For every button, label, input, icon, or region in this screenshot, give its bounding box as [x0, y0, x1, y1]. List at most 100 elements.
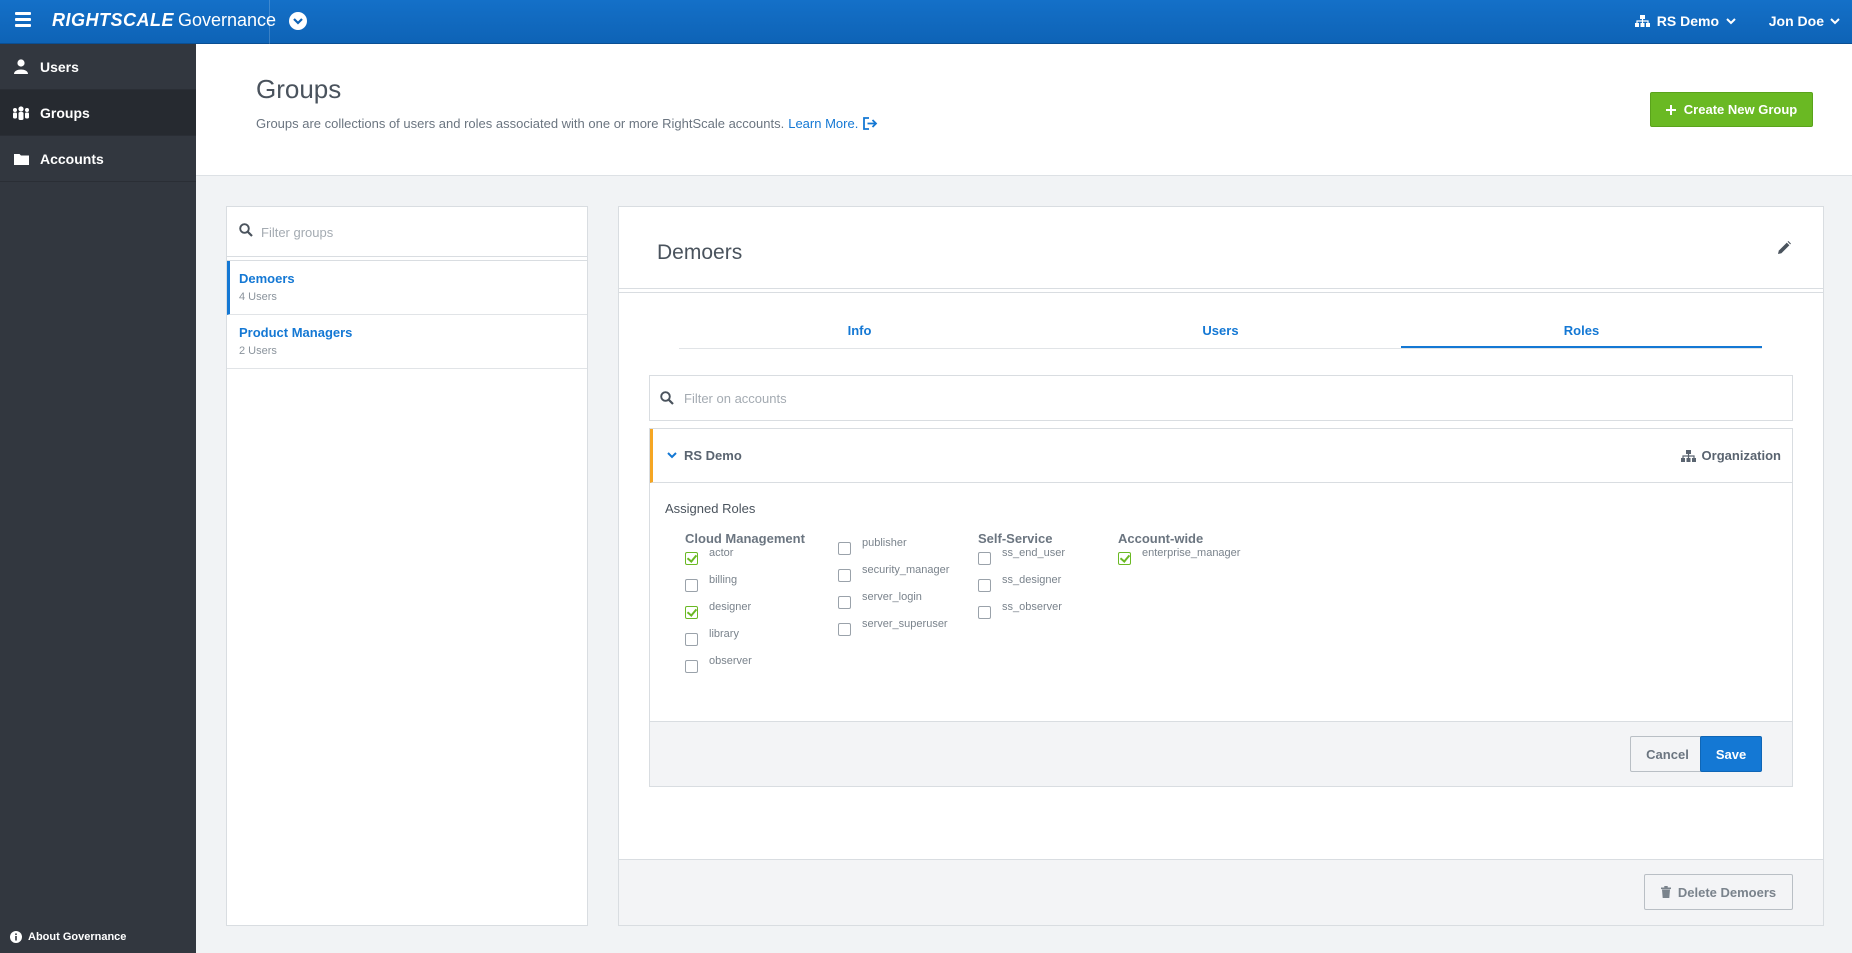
checkbox[interactable] — [838, 569, 851, 582]
checkbox[interactable] — [685, 633, 698, 646]
learn-more-link[interactable]: Learn More. — [788, 116, 859, 131]
tab-users[interactable]: Users — [1202, 323, 1239, 338]
org-name: RS Demo — [1656, 13, 1719, 29]
role-ss-end-user[interactable]: ss_end_user — [978, 547, 1065, 574]
role-label: publisher — [862, 537, 907, 549]
role-publisher[interactable]: publisher — [838, 537, 949, 564]
sidebar-item-label: Users — [40, 58, 79, 75]
role-security-manager[interactable]: security_manager — [838, 564, 949, 591]
chevron-down-icon — [1830, 17, 1840, 24]
list-divider — [227, 257, 587, 261]
role-actor[interactable]: actor — [685, 547, 805, 574]
group-name: Demoers — [239, 271, 295, 286]
description-text: Groups are collections of users and role… — [256, 116, 785, 131]
user-menu[interactable]: Jon Doe — [1769, 13, 1840, 29]
role-column-title: Account-wide — [1118, 531, 1204, 546]
info-icon — [10, 931, 22, 943]
role-ss-designer[interactable]: ss_designer — [978, 574, 1065, 601]
role-server-login[interactable]: server_login — [838, 591, 949, 618]
checkbox[interactable] — [685, 579, 698, 592]
save-button[interactable]: Save — [1700, 736, 1762, 772]
create-label: Create New Group — [1683, 102, 1798, 117]
role-column-cloud-management: Cloud Management actor billing designer … — [685, 531, 805, 682]
topbar-divider — [269, 0, 270, 44]
checkbox[interactable] — [978, 552, 991, 565]
role-label: enterprise_manager — [1142, 547, 1241, 559]
role-label: security_manager — [862, 564, 950, 576]
search-icon — [660, 391, 674, 405]
role-ss-observer[interactable]: ss_observer — [978, 601, 1065, 628]
checkbox-checked[interactable] — [1118, 552, 1131, 565]
role-label: library — [709, 628, 739, 640]
role-label: actor — [709, 547, 734, 559]
checkbox-checked[interactable] — [685, 552, 698, 565]
sidebar: Users Groups Accounts About Governance — [0, 44, 196, 953]
chevron-down-icon — [1726, 17, 1736, 24]
brand[interactable]: RIGHTSCALE Governance — [52, 10, 276, 31]
role-column-self-service: Self-Service ss_end_user ss_designer ss_… — [978, 531, 1065, 628]
group-item-demoers[interactable]: Demoers 4 Users — [227, 261, 587, 315]
group-user-count: 4 Users — [239, 291, 277, 303]
group-item-product-managers[interactable]: Product Managers 2 Users — [227, 315, 587, 369]
groups-icon — [12, 104, 30, 122]
sidebar-item-users[interactable]: Users — [0, 44, 196, 90]
folder-icon — [12, 150, 30, 168]
checkbox[interactable] — [838, 596, 851, 609]
pencil-edit-icon[interactable] — [1777, 241, 1791, 255]
account-roles-block: RS Demo Organization Assigned Roles Clou… — [649, 428, 1793, 787]
page-header: Groups Groups are collections of users a… — [196, 44, 1852, 176]
groups-filter — [227, 207, 587, 257]
account-row[interactable]: RS Demo Organization — [650, 429, 1792, 483]
roles-actions-bar: Cancel Save — [650, 721, 1792, 786]
org-menu[interactable]: RS Demo — [1634, 13, 1736, 29]
org-chart-icon — [1680, 449, 1696, 462]
checkbox[interactable] — [978, 606, 991, 619]
accounts-filter — [649, 375, 1793, 421]
role-label: designer — [709, 601, 752, 613]
role-column-title: Self-Service — [978, 531, 1053, 546]
role-column-cloud-management-cont: publisher security_manager server_login … — [838, 537, 949, 645]
role-billing[interactable]: billing — [685, 574, 805, 601]
header-divider — [619, 289, 1823, 293]
plus-icon — [1665, 104, 1676, 115]
filter-groups-input[interactable] — [261, 219, 561, 245]
tab-roles[interactable]: Roles — [1401, 303, 1762, 348]
role-column-account-wide: Account-wide enterprise_manager — [1118, 531, 1240, 574]
checkbox[interactable] — [685, 660, 698, 673]
checkbox-checked[interactable] — [685, 606, 698, 619]
sidebar-item-label: Accounts — [40, 150, 104, 167]
role-observer[interactable]: observer — [685, 655, 805, 682]
trash-icon — [1660, 886, 1671, 898]
about-governance-link[interactable]: About Governance — [10, 931, 126, 943]
create-new-group-button[interactable]: Create New Group — [1650, 92, 1813, 127]
app-switcher-chevron-icon[interactable] — [289, 12, 307, 30]
cancel-button[interactable]: Cancel — [1630, 736, 1705, 772]
delete-group-button[interactable]: Delete Demoers — [1644, 874, 1793, 910]
role-enterprise-manager[interactable]: enterprise_manager — [1118, 547, 1240, 574]
org-chart-icon — [1634, 15, 1650, 27]
role-server-superuser[interactable]: server_superuser — [838, 618, 949, 645]
role-label: server_login — [862, 591, 922, 603]
role-column-title: Cloud Management — [685, 531, 805, 546]
group-name: Product Managers — [239, 325, 353, 340]
sidebar-item-accounts[interactable]: Accounts — [0, 136, 196, 182]
checkbox[interactable] — [978, 579, 991, 592]
group-user-count: 2 Users — [239, 345, 277, 357]
detail-tabs: Info Users Roles — [679, 303, 1762, 349]
hamburger-menu-icon[interactable] — [15, 12, 33, 28]
checkbox[interactable] — [838, 542, 851, 555]
tab-info[interactable]: Info — [847, 323, 872, 338]
user-name: Jon Doe — [1768, 13, 1824, 29]
role-library[interactable]: library — [685, 628, 805, 655]
account-name-label: RS Demo — [684, 448, 742, 463]
checkbox[interactable] — [838, 623, 851, 636]
role-designer[interactable]: designer — [685, 601, 805, 628]
chevron-down-icon — [667, 452, 677, 459]
account-name[interactable]: RS Demo — [667, 448, 742, 463]
filter-accounts-input[interactable] — [684, 386, 1684, 410]
external-link-icon[interactable] — [863, 117, 878, 130]
user-icon — [12, 58, 30, 76]
sidebar-item-groups[interactable]: Groups — [0, 90, 196, 136]
account-type-label: Organization — [1701, 448, 1781, 463]
role-label: server_superuser — [862, 618, 948, 630]
